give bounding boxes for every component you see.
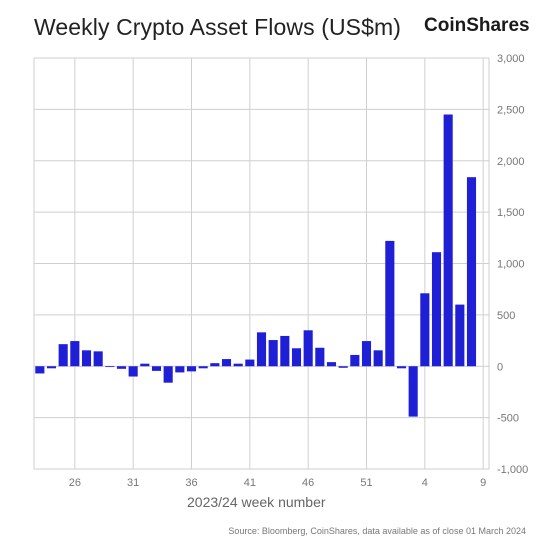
y-tick-label: 500 bbox=[497, 310, 515, 322]
y-tick-labels: -1,000 -500 0 500 1,000 1,500 2,000 2,500 3,000 bbox=[497, 53, 528, 476]
bar-week-31 bbox=[128, 366, 138, 377]
bar-week-51 bbox=[361, 341, 372, 367]
bar-week-42 bbox=[256, 332, 267, 367]
bars bbox=[35, 114, 477, 417]
bar-week-36 bbox=[186, 366, 197, 372]
bar-week-33 bbox=[151, 366, 162, 371]
bar-week-8 bbox=[466, 177, 477, 367]
y-tick-label: -500 bbox=[497, 413, 519, 425]
x-tick-label: 36 bbox=[185, 477, 197, 489]
bar-week-29 bbox=[105, 366, 115, 368]
bar-week-39 bbox=[221, 359, 232, 367]
bar-week-4 bbox=[420, 293, 430, 367]
x-tick-labels: 26 31 36 41 46 51 4 9 bbox=[69, 477, 487, 489]
bar-week-47 bbox=[315, 347, 325, 367]
y-tick-label: -1,000 bbox=[497, 464, 528, 476]
bar-week-32 bbox=[140, 363, 150, 367]
y-tick-label: 2,000 bbox=[497, 156, 525, 168]
bar-week-7 bbox=[455, 304, 465, 367]
bar-week-24 bbox=[46, 366, 57, 369]
source-note: Source: Bloomberg, CoinShares, data avai… bbox=[228, 526, 526, 536]
bar-week-27 bbox=[81, 350, 92, 367]
bar-week-48 bbox=[326, 362, 337, 367]
bar-week-52 bbox=[373, 350, 383, 367]
bar-week-44 bbox=[280, 335, 290, 367]
x-tick-label: 41 bbox=[244, 477, 256, 489]
x-tick-label: 31 bbox=[127, 477, 139, 489]
bar-week-41 bbox=[245, 359, 255, 367]
y-tick-label: 1,000 bbox=[497, 259, 525, 271]
y-tick-label: 2,500 bbox=[497, 104, 525, 116]
brand-logo: CoinShares bbox=[424, 15, 530, 36]
bar-week-37 bbox=[198, 366, 208, 369]
bar-week-40 bbox=[233, 363, 243, 367]
bar-week-5 bbox=[431, 252, 442, 367]
chart-title: Weekly Crypto Asset Flows (US$m) bbox=[34, 14, 402, 40]
bar-week-30 bbox=[116, 366, 127, 369]
bar-week-43 bbox=[268, 340, 278, 367]
bar-week-28 bbox=[93, 351, 103, 367]
bar-week-46 bbox=[303, 330, 313, 367]
y-tick-label: 0 bbox=[497, 361, 503, 373]
bar-week-26 bbox=[70, 341, 80, 367]
bar-week-34 bbox=[163, 366, 173, 383]
y-tick-label: 3,000 bbox=[497, 53, 525, 65]
bar-week-6 bbox=[443, 114, 453, 367]
bar-week-45 bbox=[291, 348, 302, 367]
bar-week-50 bbox=[350, 354, 360, 367]
bar-week-23 bbox=[35, 366, 45, 374]
x-tick-label: 9 bbox=[480, 477, 486, 489]
bar-week-3 bbox=[408, 366, 418, 417]
bar-week-25 bbox=[58, 344, 68, 367]
y-tick-label: 1,500 bbox=[497, 207, 525, 219]
bar-week-1 bbox=[385, 240, 395, 367]
bar-week-35 bbox=[175, 366, 185, 373]
x-axis-label: 2023/24 week number bbox=[187, 494, 326, 510]
bar-week-38 bbox=[210, 363, 220, 367]
x-tick-label: 26 bbox=[69, 477, 81, 489]
bar-week-49 bbox=[338, 366, 348, 368]
x-tick-label: 46 bbox=[302, 477, 314, 489]
gridlines bbox=[33, 57, 490, 470]
bar-week-2 bbox=[396, 366, 407, 369]
x-tick-label: 51 bbox=[360, 477, 372, 489]
x-tick-label: 4 bbox=[422, 477, 428, 489]
